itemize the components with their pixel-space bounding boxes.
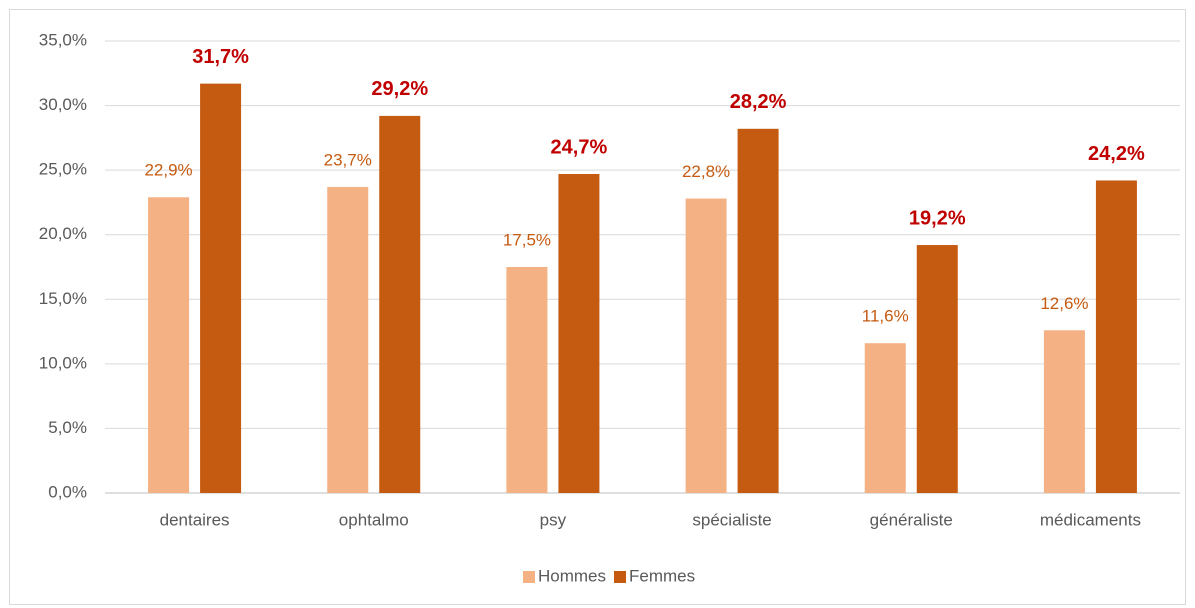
x-tick-label: spécialiste [692, 510, 771, 529]
bar [916, 245, 958, 493]
legend-label: Femmes [629, 566, 695, 585]
bar [379, 115, 421, 493]
data-label: 22,9% [144, 161, 192, 180]
y-tick-label: 20,0% [39, 224, 87, 243]
y-tick-label: 35,0% [39, 30, 87, 49]
x-tick-label: psy [540, 510, 567, 529]
x-tick-label: dentaires [160, 510, 230, 529]
data-label: 22,8% [682, 162, 730, 181]
bar [200, 83, 242, 494]
y-tick-label: 5,0% [48, 418, 87, 437]
bar [148, 197, 190, 493]
bar [1095, 180, 1137, 493]
x-tick-label: médicaments [1040, 510, 1141, 529]
legend-swatch [614, 571, 627, 583]
bar [506, 267, 548, 493]
data-label: 24,2% [1088, 143, 1145, 165]
bar [1043, 330, 1085, 493]
data-label: 31,7% [192, 46, 249, 68]
data-label: 19,2% [909, 207, 966, 229]
legend-swatch [523, 571, 535, 583]
x-tick-label: généraliste [870, 510, 953, 529]
y-tick-label: 0,0% [48, 482, 87, 501]
legend-label: Hommes [538, 566, 606, 585]
data-label: 29,2% [371, 78, 428, 100]
bar [327, 186, 369, 493]
y-tick-label: 15,0% [39, 289, 87, 308]
data-label: 24,7% [551, 136, 608, 158]
y-tick-label: 25,0% [39, 160, 87, 179]
y-tick-label: 10,0% [39, 353, 87, 372]
x-tick-label: ophtalmo [339, 510, 409, 529]
data-label: 28,2% [730, 91, 787, 113]
bar [685, 198, 727, 493]
bar [864, 343, 906, 493]
data-label: 17,5% [503, 230, 551, 249]
bar [737, 128, 779, 493]
data-label: 12,6% [1040, 294, 1088, 313]
bar [558, 174, 600, 493]
data-label: 11,6% [862, 307, 909, 326]
y-tick-label: 30,0% [39, 95, 87, 114]
data-label: 23,7% [324, 150, 372, 169]
